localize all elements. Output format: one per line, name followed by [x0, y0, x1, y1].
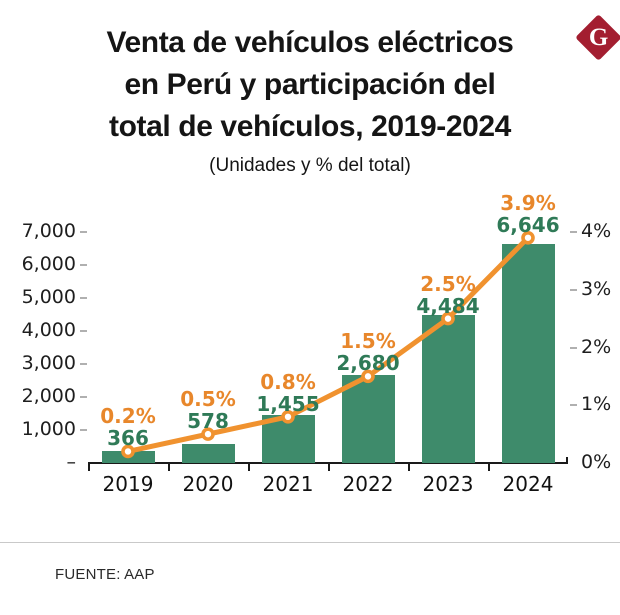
bar-2019 — [102, 450, 155, 463]
y-axis-tick-left — [80, 330, 87, 332]
data-label-2019: 0.2% 366 — [68, 405, 188, 449]
x-axis-tick — [328, 463, 330, 471]
y-axis-label-left: 1,000 — [21, 418, 76, 440]
y-axis-tick-left — [80, 231, 87, 233]
footer-divider — [0, 542, 620, 543]
page-title: Venta de vehículos eléctricos en Perú y … — [0, 22, 620, 148]
x-axis-tick — [88, 463, 90, 471]
y-axis-tick-left — [80, 363, 87, 365]
units-label-2022: 2,680 — [336, 351, 400, 376]
units-label-2024: 6,646 — [496, 212, 560, 237]
x-axis-tick — [408, 463, 410, 471]
x-axis-label-2022: 2022 — [342, 472, 394, 496]
bar-2023 — [422, 315, 475, 463]
data-label-2024: 3.9% 6,646 — [468, 192, 588, 236]
y-axis-tick-left — [80, 264, 87, 266]
y-axis-label-left: 7,000 — [21, 220, 76, 242]
chart-subtitle: (Unidades y % del total) — [209, 155, 411, 176]
y-axis-label-left: – — [66, 451, 77, 473]
y-axis-label-left: 6,000 — [21, 253, 76, 275]
y-axis-tick-right — [570, 346, 577, 349]
y-axis-tick-right — [570, 288, 577, 291]
y-axis-label-left: 4,000 — [21, 319, 76, 341]
x-axis-tick — [488, 463, 490, 471]
y-axis-tick-left — [80, 429, 87, 431]
title-line-2: en Perú y participación del — [124, 68, 496, 101]
x-axis-label-2019: 2019 — [102, 472, 154, 496]
y-axis-label-right: 3% — [581, 277, 612, 300]
pct-label-2019: 0.2% — [100, 404, 156, 429]
y-axis-label-left: 5,000 — [21, 286, 76, 308]
data-label-2023: 2.5% 4,484 — [388, 273, 508, 317]
bar-2024 — [502, 243, 555, 463]
pct-label-2024: 3.9% — [500, 190, 556, 215]
data-label-2021: 0.8% 1,455 — [228, 371, 348, 415]
x-axis-tick — [168, 463, 170, 471]
x-axis-end-tick — [566, 457, 568, 463]
pct-label-2020: 0.5% — [180, 387, 236, 412]
x-axis-label-2024: 2024 — [502, 472, 554, 496]
y-axis-label-left: 3,000 — [21, 352, 76, 374]
y-axis-label-right: 2% — [581, 335, 612, 358]
bar-2022 — [342, 374, 395, 463]
units-label-2023: 4,484 — [416, 293, 480, 318]
y-axis-label-right: 0% — [581, 451, 612, 473]
units-label-2019: 366 — [107, 426, 149, 451]
y-axis-tick-right — [570, 404, 577, 407]
pct-label-2022: 1.5% — [340, 329, 396, 354]
data-label-2022: 1.5% 2,680 — [308, 330, 428, 374]
source-text: FUENTE: AAP — [55, 566, 155, 583]
bar-2021 — [262, 414, 315, 463]
units-label-2021: 1,455 — [256, 391, 320, 416]
pct-label-2021: 0.8% — [260, 369, 316, 394]
y-axis-tick-left — [80, 396, 87, 398]
title-line-1: Venta de vehículos eléctricos — [106, 26, 514, 59]
y-axis-tick-right — [570, 231, 577, 233]
y-axis-label-right: 1% — [581, 393, 612, 416]
y-axis-label-left: 2,000 — [21, 385, 76, 407]
x-axis-label-2023: 2023 — [422, 472, 474, 496]
data-label-2020: 0.5% 578 — [148, 388, 268, 432]
x-axis-label-2021: 2021 — [262, 472, 314, 496]
title-line-3: total de vehículos, 2019-2024 — [109, 110, 511, 143]
x-axis-label-2020: 2020 — [182, 472, 234, 496]
y-axis-tick-left — [80, 297, 87, 299]
bar-2020 — [182, 443, 235, 463]
pct-label-2023: 2.5% — [420, 271, 476, 296]
x-axis-tick — [248, 463, 250, 471]
units-label-2020: 578 — [187, 409, 229, 434]
y-axis-label-right: 4% — [581, 220, 612, 242]
